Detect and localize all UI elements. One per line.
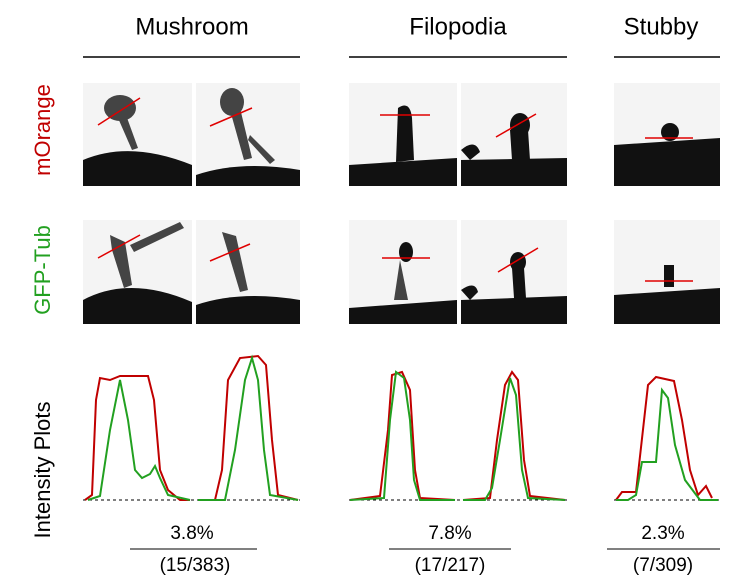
percent: 2.3% — [641, 523, 684, 544]
column-title: Mushroom — [135, 13, 248, 40]
image-row-gfp — [83, 220, 720, 324]
image-row-morange — [83, 83, 720, 186]
column-title: Stubby — [624, 13, 699, 40]
percent: 7.8% — [428, 523, 471, 544]
row-label: Intensity Plots — [30, 402, 55, 539]
percent: 3.8% — [170, 523, 213, 544]
column-title: Filopodia — [409, 13, 507, 40]
fraction: (17/217) — [415, 555, 486, 576]
fraction: (15/383) — [160, 555, 231, 576]
row-label: GFP-Tub — [30, 225, 55, 315]
intensity-plots — [83, 354, 720, 501]
row-label: mOrange — [30, 84, 55, 176]
fraction: (7/309) — [633, 555, 693, 576]
